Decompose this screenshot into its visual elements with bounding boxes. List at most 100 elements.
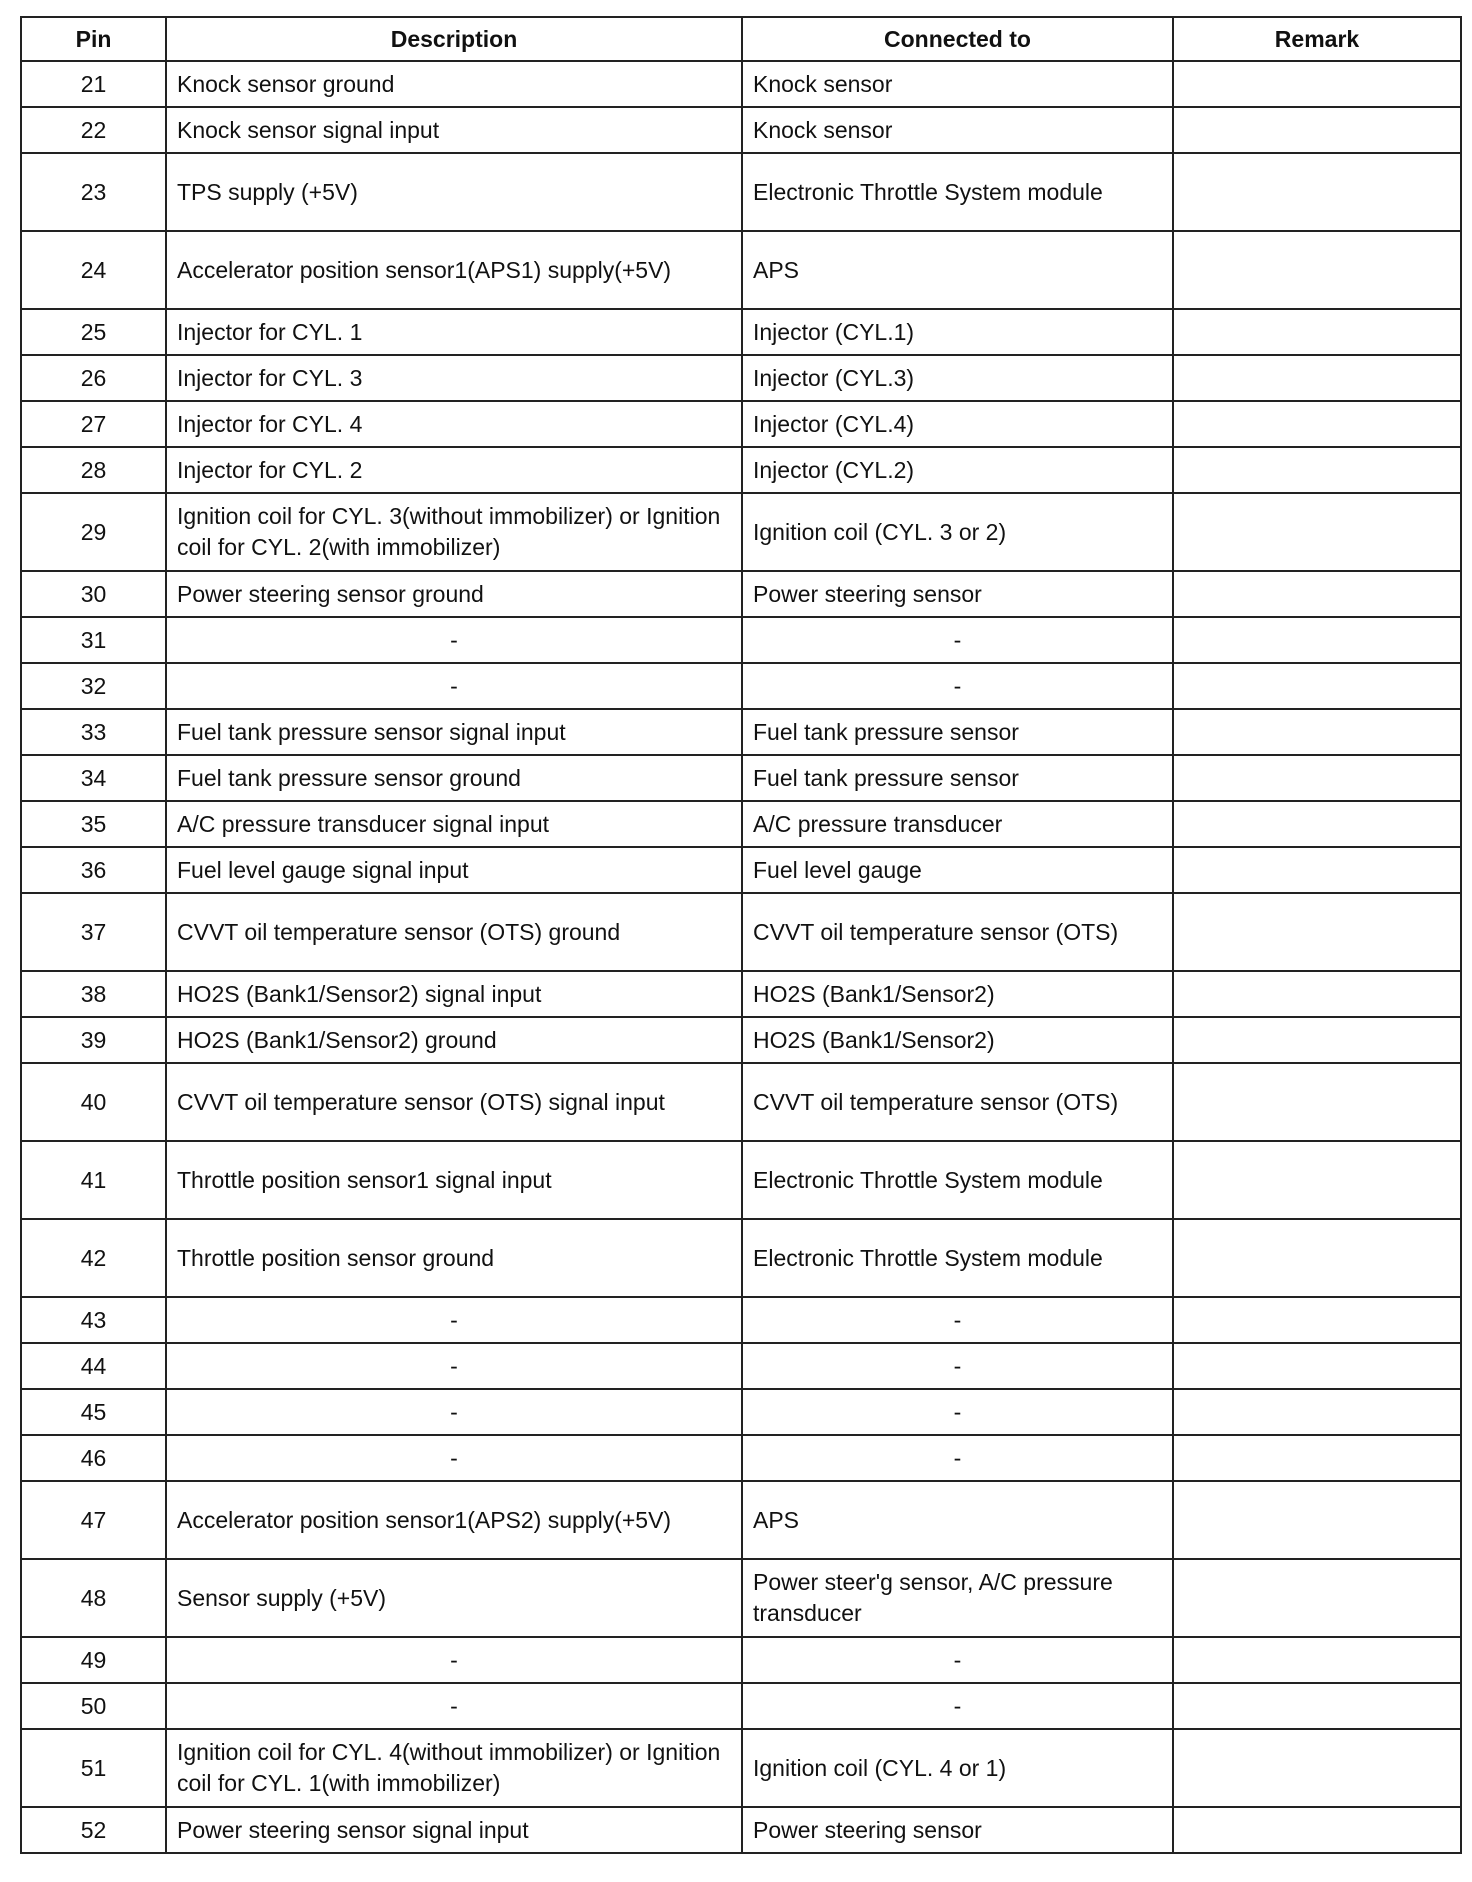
connected-to-cell: Power steering sensor xyxy=(741,570,1174,618)
header-row: Pin Description Connected to Remark xyxy=(20,16,1462,62)
connected-to-cell: Fuel level gauge xyxy=(741,846,1174,894)
connected-to-cell: Fuel tank pressure sensor xyxy=(741,754,1174,802)
description-cell: A/C pressure transducer signal input xyxy=(165,800,743,848)
pin-cell: 44 xyxy=(20,1342,167,1390)
remark-cell xyxy=(1172,1434,1462,1482)
table-row: 36 Fuel level gauge signal input Fuel leve… xyxy=(20,846,1462,894)
connected-to-cell: Injector (CYL.3) xyxy=(741,354,1174,402)
connected-to-cell: APS xyxy=(741,230,1174,310)
description-cell: Sensor supply (+5V) xyxy=(165,1558,743,1638)
remark-cell xyxy=(1172,230,1462,310)
table-row: 40 CVVT oil temperature sensor (OTS) sign… xyxy=(20,1062,1462,1142)
remark-cell xyxy=(1172,754,1462,802)
description-cell: TPS supply (+5V) xyxy=(165,152,743,232)
header-pin: Pin xyxy=(20,16,167,62)
connected-to-cell: - xyxy=(741,1434,1174,1482)
remark-cell xyxy=(1172,1218,1462,1298)
connected-to-cell: Ignition coil (CYL. 4 or 1) xyxy=(741,1728,1174,1808)
connected-to-cell: Knock sensor xyxy=(741,106,1174,154)
pin-cell: 39 xyxy=(20,1016,167,1064)
pin-cell: 33 xyxy=(20,708,167,756)
pin-cell: 38 xyxy=(20,970,167,1018)
table-row: 22 Knock sensor signal input Knock sensor xyxy=(20,106,1462,154)
description-cell: Ignition coil for CYL. 3(without immobil… xyxy=(165,492,743,572)
description-cell: Fuel tank pressure sensor ground xyxy=(165,754,743,802)
table-row: 28 Injector for CYL. 2 Injector (CYL.2) xyxy=(20,446,1462,494)
table-row: 49- - xyxy=(20,1636,1462,1684)
description-cell: Accelerator position sensor1(APS2) suppl… xyxy=(165,1480,743,1560)
remark-cell xyxy=(1172,1062,1462,1142)
pin-cell: 26 xyxy=(20,354,167,402)
table-row: 25 Injector for CYL. 1 Injector (CYL.1) xyxy=(20,308,1462,356)
header-connected-to: Connected to xyxy=(741,16,1174,62)
pin-cell: 35 xyxy=(20,800,167,848)
connected-to-cell: Electronic Throttle System module xyxy=(741,1140,1174,1220)
pin-cell: 52 xyxy=(20,1806,167,1854)
table-row: 44- - xyxy=(20,1342,1462,1390)
pin-cell: 24 xyxy=(20,230,167,310)
connected-to-cell: - xyxy=(741,1388,1174,1436)
pin-table: Pin Description Connected to Remark 21 Kn… xyxy=(20,16,1462,1854)
pin-cell: 28 xyxy=(20,446,167,494)
connected-to-cell: Ignition coil (CYL. 3 or 2) xyxy=(741,492,1174,572)
description-cell: Throttle position sensor1 signal input xyxy=(165,1140,743,1220)
pin-cell: 47 xyxy=(20,1480,167,1560)
remark-cell xyxy=(1172,400,1462,448)
connected-to-cell: Power steer'g sensor, A/C pressure trans… xyxy=(741,1558,1174,1638)
description-cell: Injector for CYL. 2 xyxy=(165,446,743,494)
description-cell: CVVT oil temperature sensor (OTS) ground xyxy=(165,892,743,972)
table-row: 39 HO2S (Bank1/Sensor2) ground HO2S (Bank1… xyxy=(20,1016,1462,1064)
remark-cell xyxy=(1172,970,1462,1018)
table-row: 30 Power steering sensor ground Power stee… xyxy=(20,570,1462,618)
description-cell: Power steering sensor ground xyxy=(165,570,743,618)
description-cell: Injector for CYL. 1 xyxy=(165,308,743,356)
connected-to-cell: Power steering sensor xyxy=(741,1806,1174,1854)
remark-cell xyxy=(1172,492,1462,572)
description-cell: - xyxy=(165,1682,743,1730)
remark-cell xyxy=(1172,846,1462,894)
pin-cell: 48 xyxy=(20,1558,167,1638)
description-cell: - xyxy=(165,1388,743,1436)
table-row: 33 Fuel tank pressure sensor signal input… xyxy=(20,708,1462,756)
remark-cell xyxy=(1172,1296,1462,1344)
pin-cell: 51 xyxy=(20,1728,167,1808)
pin-cell: 37 xyxy=(20,892,167,972)
connected-to-cell: CVVT oil temperature sensor (OTS) xyxy=(741,1062,1174,1142)
pin-cell: 49 xyxy=(20,1636,167,1684)
connected-to-cell: A/C pressure transducer xyxy=(741,800,1174,848)
table-row: 26 Injector for CYL. 3 Injector (CYL.3) xyxy=(20,354,1462,402)
connected-to-cell: - xyxy=(741,1296,1174,1344)
remark-cell xyxy=(1172,1558,1462,1638)
description-cell: Injector for CYL. 4 xyxy=(165,400,743,448)
remark-cell xyxy=(1172,354,1462,402)
pin-cell: 45 xyxy=(20,1388,167,1436)
connected-to-cell: - xyxy=(741,1682,1174,1730)
table-row: 31- - xyxy=(20,616,1462,664)
table-row: 27 Injector for CYL. 4 Injector (CYL.4) xyxy=(20,400,1462,448)
remark-cell xyxy=(1172,662,1462,710)
connected-to-cell: - xyxy=(741,662,1174,710)
table-row: 45- - xyxy=(20,1388,1462,1436)
description-cell: CVVT oil temperature sensor (OTS) signal… xyxy=(165,1062,743,1142)
remark-cell xyxy=(1172,106,1462,154)
connected-to-cell: Injector (CYL.2) xyxy=(741,446,1174,494)
header-description: Description xyxy=(165,16,743,62)
remark-cell xyxy=(1172,308,1462,356)
description-cell: Knock sensor ground xyxy=(165,60,743,108)
remark-cell xyxy=(1172,616,1462,664)
connected-to-cell: Electronic Throttle System module xyxy=(741,152,1174,232)
table-row: 50- - xyxy=(20,1682,1462,1730)
description-cell: Fuel level gauge signal input xyxy=(165,846,743,894)
pin-cell: 22 xyxy=(20,106,167,154)
table-row: 29 Ignition coil for CYL. 3(without immob… xyxy=(20,492,1462,572)
pin-cell: 41 xyxy=(20,1140,167,1220)
connected-to-cell: APS xyxy=(741,1480,1174,1560)
description-cell: - xyxy=(165,1342,743,1390)
table-row: 34 Fuel tank pressure sensor ground Fuel t… xyxy=(20,754,1462,802)
description-cell: Injector for CYL. 3 xyxy=(165,354,743,402)
remark-cell xyxy=(1172,800,1462,848)
remark-cell xyxy=(1172,60,1462,108)
pin-cell: 32 xyxy=(20,662,167,710)
pin-cell: 25 xyxy=(20,308,167,356)
description-cell: - xyxy=(165,616,743,664)
